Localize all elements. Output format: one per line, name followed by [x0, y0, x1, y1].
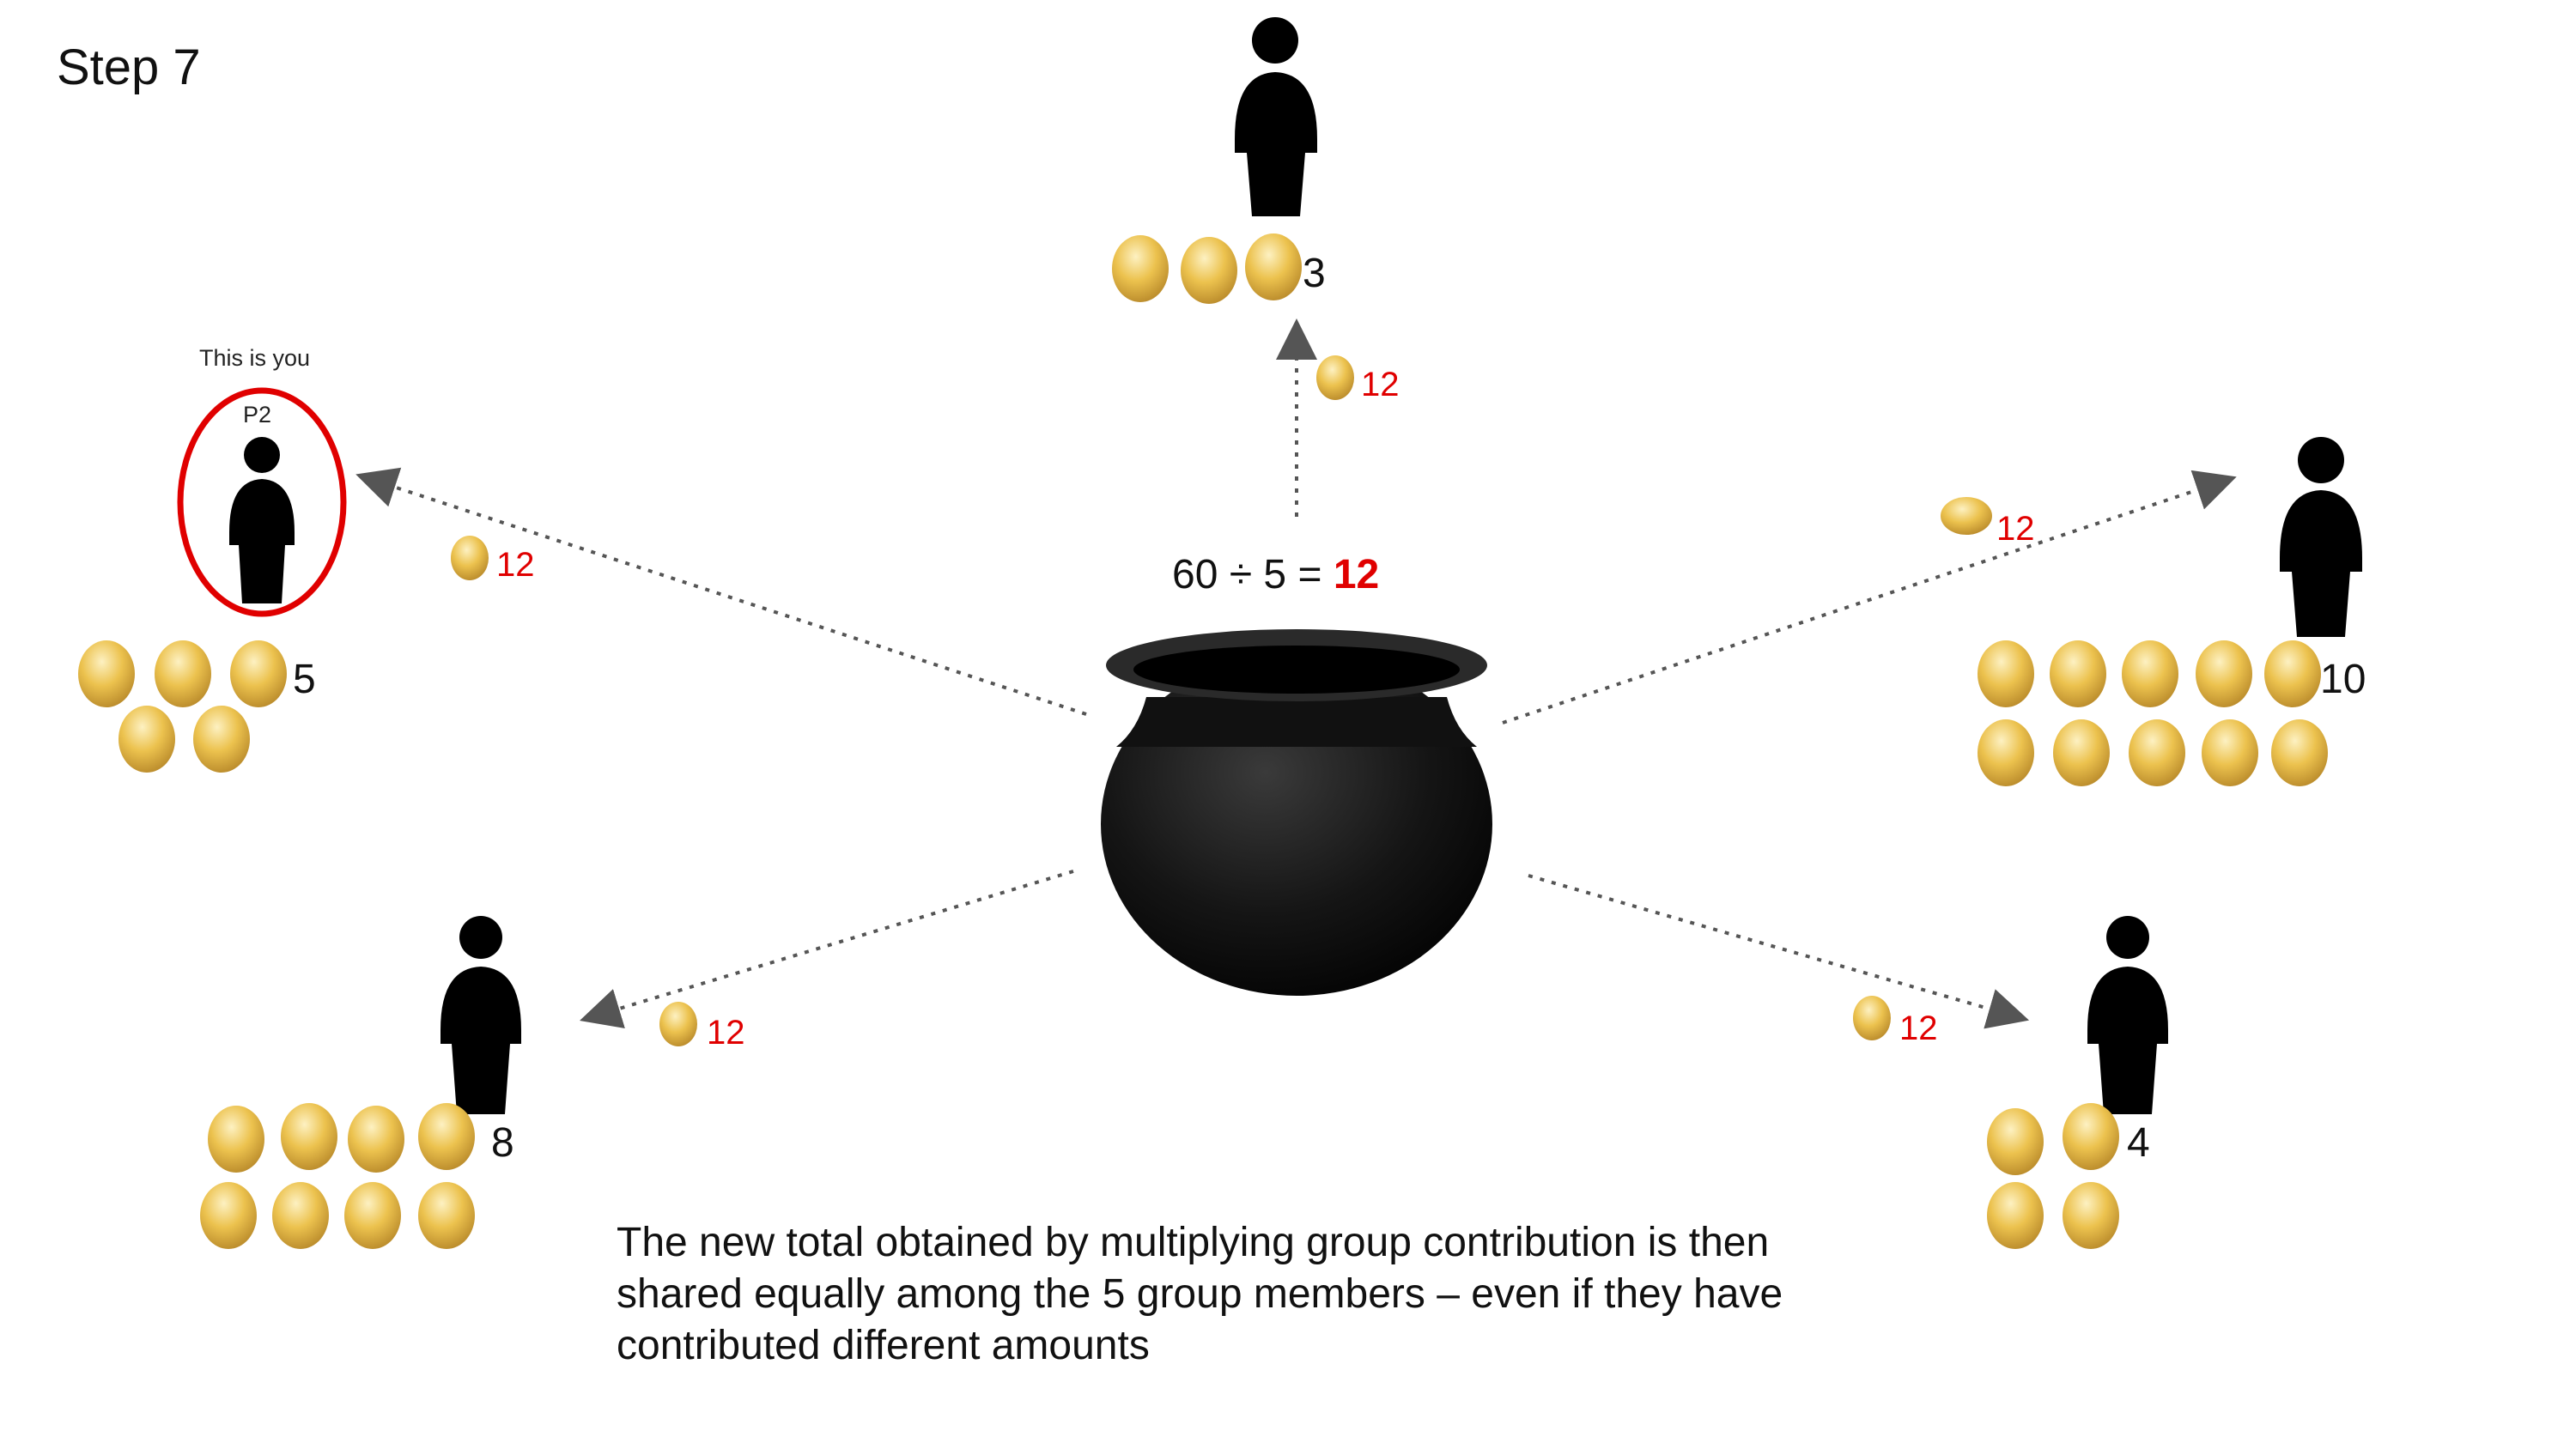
coins-bottom-right-player	[1987, 1103, 2119, 1249]
share-coin	[1941, 497, 1992, 535]
coin	[1181, 237, 1237, 304]
coin	[418, 1182, 475, 1249]
pot-icon	[1101, 629, 1492, 996]
coin	[2196, 640, 2252, 707]
share-amount-bottom-right: 12	[1899, 1009, 1938, 1047]
coin	[2063, 1103, 2119, 1170]
share-coin	[451, 536, 489, 580]
coin	[2271, 719, 2328, 786]
coin	[281, 1103, 337, 1170]
coins-bottom-left-player	[200, 1103, 475, 1249]
coin	[344, 1182, 401, 1249]
coin	[1987, 1108, 2044, 1175]
coin	[1245, 233, 1302, 300]
coins-top-player	[1112, 233, 1302, 304]
distribution-arrows	[355, 318, 2237, 1029]
person-figure-top-icon	[1235, 17, 1317, 216]
coin	[272, 1182, 329, 1249]
coin	[78, 640, 135, 707]
coins-right-player	[1978, 640, 2328, 786]
share-amount-top: 12	[1361, 366, 1400, 403]
coin	[208, 1106, 264, 1173]
coin	[2264, 640, 2321, 707]
coin	[193, 706, 250, 773]
coin	[1987, 1182, 2044, 1249]
share-coin	[659, 1002, 697, 1046]
coin	[2050, 640, 2106, 707]
coin	[1978, 719, 2034, 786]
coin	[418, 1103, 475, 1170]
coin-count-bottom-right-player: 4	[2127, 1120, 2150, 1166]
arrow-to-bottom-left-player	[580, 870, 1074, 1029]
coins-p2	[78, 640, 287, 773]
coin	[2063, 1182, 2119, 1249]
share-coin	[1853, 996, 1891, 1040]
step-title: Step 7	[57, 39, 201, 95]
coin	[2129, 719, 2185, 786]
person-figure-bottom-left-icon	[440, 916, 521, 1114]
coin	[200, 1182, 257, 1249]
share-coin	[1316, 355, 1354, 400]
share-amount-bottom-left: 12	[707, 1014, 745, 1052]
coin	[1978, 640, 2034, 707]
coin	[230, 640, 287, 707]
division-formula: 60 ÷ 5 = 12	[1172, 555, 1379, 596]
share-amount-p2: 12	[496, 546, 535, 584]
coin	[348, 1106, 404, 1173]
share-coins	[451, 355, 1992, 1046]
you-highlight-ring	[177, 387, 347, 617]
coin	[118, 706, 175, 773]
share-amount-right: 12	[1996, 510, 2035, 548]
formula-result: 12	[1333, 552, 1380, 597]
coin	[1112, 235, 1169, 302]
person-figure-right-icon	[2280, 437, 2362, 637]
formula-expression: 60 ÷ 5 =	[1172, 552, 1334, 597]
explanation-caption: The new total obtained by multiplying gr…	[617, 1220, 1783, 1368]
player-label-p2: P2	[243, 402, 272, 427]
arrow-to-bottom-right-player	[1528, 874, 2030, 1029]
arrow-to-right-player	[1502, 470, 2237, 724]
coin	[155, 640, 211, 707]
coin	[2122, 640, 2178, 707]
coin	[2202, 719, 2258, 786]
coin-count-bottom-left-player: 8	[491, 1120, 514, 1166]
coin-count-right-player: 10	[2320, 657, 2366, 702]
you-marker-label: This is you	[199, 345, 311, 371]
coin	[2053, 719, 2110, 786]
person-figure-p2-icon	[229, 437, 295, 603]
coin-count-p2: 5	[293, 657, 316, 702]
person-figure-bottom-right-icon	[2087, 916, 2168, 1114]
arrow-to-p2	[355, 467, 1087, 716]
coin-count-top-player: 3	[1303, 251, 1326, 296]
